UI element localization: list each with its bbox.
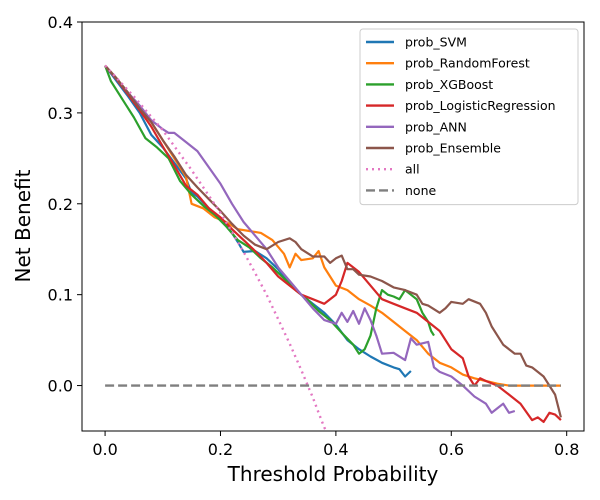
legend-label-5: prob_Ensemble bbox=[405, 141, 501, 156]
series-line-5 bbox=[104, 64, 562, 418]
legend-label-6: all bbox=[405, 162, 420, 177]
x-tick-label: 0.8 bbox=[554, 440, 579, 459]
plot-frame bbox=[81, 21, 585, 432]
legend-label-0: prob_SVM bbox=[405, 35, 467, 50]
series-line-4 bbox=[104, 64, 516, 414]
x-tick-label: 0.2 bbox=[208, 440, 233, 459]
y-axis-label: Net Benefit bbox=[11, 169, 35, 282]
series-line-6 bbox=[104, 64, 328, 431]
legend-label-2: prob_XGBoost bbox=[405, 77, 493, 92]
legend-label-7: none bbox=[405, 183, 436, 198]
y-tick-label: 0.0 bbox=[48, 377, 73, 396]
legend-label-1: prob_RandomForest bbox=[405, 56, 530, 71]
y-tick-label: 0.3 bbox=[48, 104, 73, 123]
legend-label-3: prob_LogisticRegression bbox=[405, 98, 556, 113]
legend-frame bbox=[359, 28, 579, 206]
y-tick-label: 0.2 bbox=[48, 195, 73, 214]
x-tick-label: 0.4 bbox=[323, 440, 348, 459]
series-line-3 bbox=[104, 64, 562, 423]
x-tick-label: 0.0 bbox=[92, 440, 117, 459]
series-line-1 bbox=[104, 64, 561, 387]
x-axis-label: Threshold Probability bbox=[227, 462, 439, 486]
y-tick-label: 0.4 bbox=[48, 13, 73, 32]
y-tick-label: 0.1 bbox=[48, 286, 73, 305]
legend: prob_SVM prob_RandomForest prob_XGBoostpro… bbox=[359, 28, 579, 206]
x-tick-label: 0.6 bbox=[439, 440, 464, 459]
legend-label-4: prob_ANN bbox=[405, 119, 467, 134]
series-line-2 bbox=[104, 65, 435, 355]
